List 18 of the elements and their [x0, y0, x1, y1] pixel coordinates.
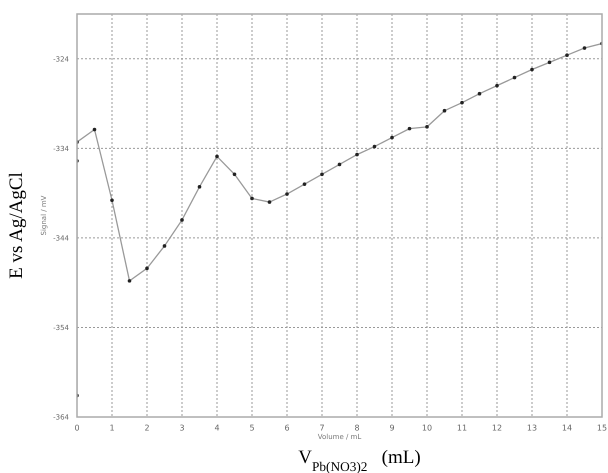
x-tick-label: 8: [354, 424, 360, 433]
x-tick-label: 11: [456, 424, 468, 433]
x-tick-label: 0: [74, 424, 80, 433]
x-tick-label: 10: [422, 424, 432, 433]
x-tick-label: 4: [214, 424, 220, 433]
x-tick-label: 13: [526, 424, 538, 433]
x-tick-label: 5: [249, 424, 255, 433]
x-tick-label: 1: [109, 424, 115, 433]
x-axis-title: V$_{Pb(NO3)2}$ (mL): [298, 447, 421, 473]
y-axis-title: E vs Ag/AgCl: [6, 172, 27, 279]
x-tick-label: 14: [562, 424, 572, 433]
x-tick-label: 7: [319, 424, 325, 433]
x-tick-label: 15: [596, 424, 608, 433]
x-tick-label: 6: [284, 424, 290, 433]
x-tick-label: 9: [389, 424, 395, 433]
x-tick-label: 12: [492, 424, 502, 433]
x-tick-label: 2: [144, 424, 150, 433]
x-tick-label: 3: [179, 424, 185, 433]
